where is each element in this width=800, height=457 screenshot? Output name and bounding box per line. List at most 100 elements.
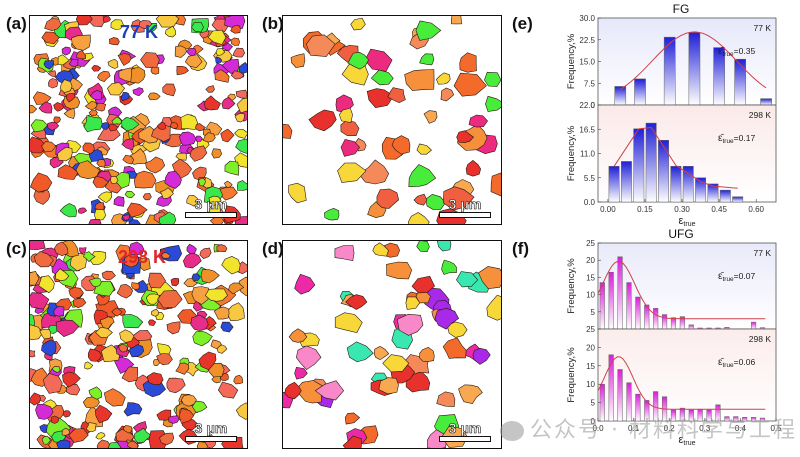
mean-symbol: ε̄ [718, 133, 724, 144]
grain [334, 245, 355, 262]
grain [405, 296, 421, 310]
grain [111, 307, 123, 317]
histogram-bar [688, 324, 694, 330]
grain [92, 175, 109, 188]
grain [96, 158, 106, 168]
grain [465, 160, 482, 177]
temperature-text: 77 K [120, 22, 159, 42]
grain [111, 116, 122, 125]
grain [230, 70, 245, 80]
grain [214, 69, 230, 83]
grain [35, 403, 54, 420]
grain [166, 377, 186, 394]
grain [41, 339, 57, 357]
grain [103, 388, 126, 407]
grain [84, 100, 98, 110]
grain [72, 298, 87, 309]
grain [216, 244, 228, 253]
grain [221, 96, 236, 110]
grain [423, 110, 438, 124]
grain [340, 138, 360, 157]
grain [305, 34, 336, 57]
mean-subscript: true [722, 362, 734, 369]
chart-f-bottom: 25 20 15 10 5 0 Frequency,% 0.0 0.1 0.2 0.3 0.4 0.5 ε… [566, 325, 782, 447]
grain [456, 271, 479, 288]
histogram-bar [658, 140, 669, 203]
grain [234, 129, 247, 139]
grain [146, 372, 164, 385]
grain [200, 269, 220, 284]
grain [124, 253, 139, 268]
x-tick-label: 0.15 [637, 205, 653, 214]
grain [122, 314, 144, 329]
x-axis-label-subscript: true [683, 221, 695, 228]
grain [50, 415, 60, 424]
y-tick-label: 20 [586, 256, 595, 265]
y-tick-label: 5.5 [584, 174, 596, 183]
grain [391, 135, 411, 155]
grain [427, 429, 448, 448]
grain [170, 277, 180, 287]
grain [404, 69, 435, 91]
chart-title: FG [673, 2, 690, 16]
histogram-bar [715, 404, 721, 422]
grain [217, 381, 239, 399]
grain [425, 193, 446, 210]
grain [164, 170, 182, 189]
grain [458, 384, 483, 405]
grain [30, 271, 40, 286]
grain [442, 337, 467, 359]
grain [30, 119, 48, 133]
grain [96, 439, 111, 448]
histogram-bar [645, 122, 657, 203]
grain [59, 203, 78, 218]
grain [158, 211, 177, 224]
temperature-annotation: 298 K [749, 110, 772, 120]
grain [441, 259, 457, 275]
grain [63, 107, 76, 119]
scale-bar-line [185, 436, 237, 442]
scale-bar-line [439, 212, 491, 218]
grain [123, 402, 143, 417]
grain [59, 79, 73, 94]
grain [486, 294, 501, 321]
grain [71, 34, 91, 51]
grain [386, 261, 413, 280]
grain [151, 124, 171, 142]
grain [95, 432, 106, 440]
mean-subscript: true [722, 276, 734, 283]
grain [283, 123, 293, 139]
grain [235, 402, 247, 420]
grain [190, 314, 209, 331]
histogram-bar [662, 314, 668, 330]
grain [61, 427, 71, 436]
grain [107, 58, 119, 69]
grain [118, 343, 128, 353]
histogram-bar [608, 354, 614, 422]
histogram-bar [626, 282, 632, 330]
grain [436, 72, 451, 85]
grain [110, 19, 124, 30]
grain [133, 427, 153, 443]
grain [161, 251, 171, 259]
grain [30, 324, 43, 341]
grain [446, 321, 468, 338]
grain [207, 29, 227, 45]
x-tick-label: 0.45 [711, 205, 727, 214]
histogram-bar [682, 166, 694, 203]
scale-bar-text: 3 μm [194, 420, 228, 436]
y-tick-label: 25 [586, 239, 595, 248]
grain [157, 289, 183, 309]
y-tick-label: 15.0 [579, 58, 595, 67]
histogram-bar [759, 417, 766, 422]
x-tick-label: 0.3 [699, 424, 711, 433]
grain [30, 349, 36, 358]
grain [220, 128, 235, 143]
grain [197, 177, 206, 187]
grain [408, 164, 437, 188]
grain [174, 45, 188, 58]
grain [53, 116, 61, 124]
grain [107, 82, 125, 96]
y-tick-label: 22.0 [579, 101, 595, 110]
histogram-bar [724, 416, 730, 422]
